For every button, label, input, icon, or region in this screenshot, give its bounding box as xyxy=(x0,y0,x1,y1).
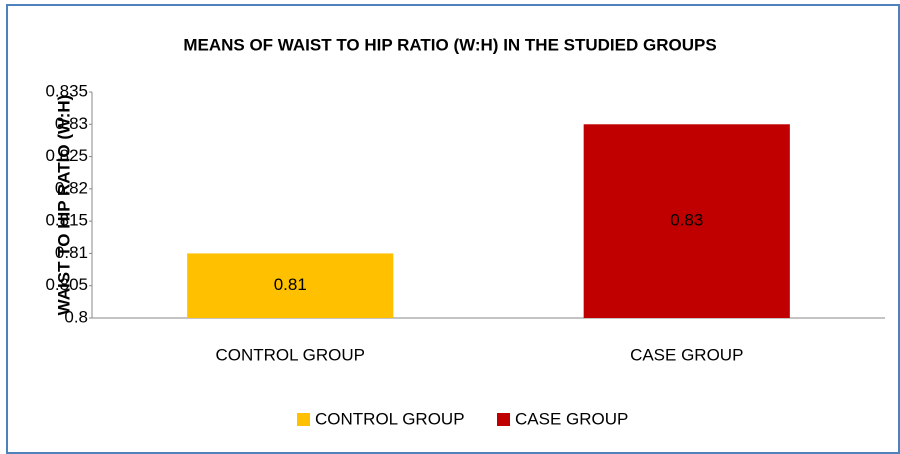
y-tick-label: 0.815 xyxy=(45,211,88,230)
y-tick-label: 0.805 xyxy=(45,275,88,294)
y-tick-label: 0.81 xyxy=(55,243,88,262)
bar xyxy=(187,253,394,318)
legend-swatch xyxy=(297,413,310,426)
data-label: 0.81 xyxy=(274,275,307,294)
bar xyxy=(583,124,790,319)
y-tick-label: 0.835 xyxy=(45,81,88,100)
y-tick-label: 0.825 xyxy=(45,146,88,165)
legend-label: CONTROL GROUP xyxy=(315,409,465,428)
y-tick-label: 0.82 xyxy=(55,178,88,197)
x-tick-label: CASE GROUP xyxy=(630,345,743,364)
y-axis-title: WAIST TO HIP RATIO (W:H) xyxy=(54,95,73,316)
legend-label: CASE GROUP xyxy=(515,409,628,428)
legend-swatch xyxy=(497,413,510,426)
chart-title: MEANS OF WAIST TO HIP RATIO (W:H) IN THE… xyxy=(183,35,716,54)
data-label: 0.83 xyxy=(670,211,703,230)
y-tick-label: 0.8 xyxy=(64,307,88,326)
y-tick-label: 0.83 xyxy=(55,114,88,133)
x-tick-label: CONTROL GROUP xyxy=(215,345,365,364)
